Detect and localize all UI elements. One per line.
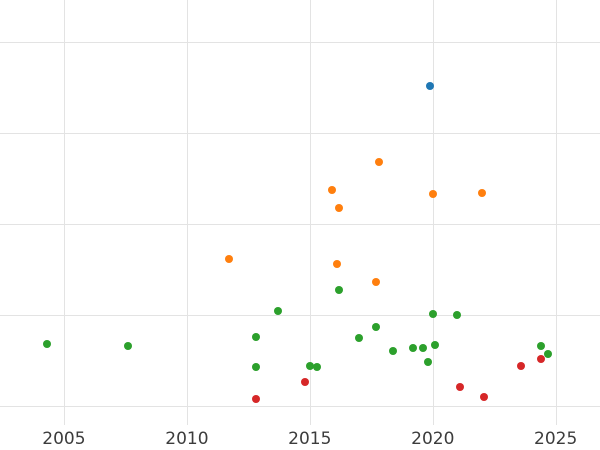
data-point-green <box>273 307 282 316</box>
data-point-green <box>428 310 437 318</box>
data-point-green <box>251 362 260 371</box>
data-point-green <box>431 340 440 349</box>
x-tick-label: 2005 <box>42 429 86 449</box>
data-point-green <box>453 310 462 319</box>
data-point-red <box>455 382 464 391</box>
data-point-orange <box>478 188 486 197</box>
data-point-orange <box>374 158 383 166</box>
data-point-green <box>123 341 132 350</box>
data-point-orange <box>328 186 336 195</box>
x-tick-label: 2015 <box>288 429 332 449</box>
gridline-horizontal <box>0 314 600 316</box>
gridline-horizontal <box>0 405 600 407</box>
data-point-green <box>419 343 427 352</box>
gridline-horizontal <box>0 132 600 134</box>
data-point-green <box>251 332 260 341</box>
data-point-red <box>537 354 545 363</box>
gridline-vertical <box>555 0 557 425</box>
gridline-horizontal <box>0 223 600 225</box>
data-point-green <box>409 343 418 352</box>
gridline-vertical <box>309 0 311 425</box>
data-point-green <box>305 361 314 370</box>
data-point-blue <box>426 81 435 90</box>
data-point-green <box>544 350 553 358</box>
data-point-green <box>389 347 398 356</box>
gridline-vertical <box>432 0 434 425</box>
data-point-green <box>372 322 381 331</box>
data-point-red <box>251 394 260 403</box>
plot-area <box>0 0 600 425</box>
data-point-orange <box>428 189 437 198</box>
gridline-vertical <box>63 0 65 425</box>
data-point-red <box>480 392 489 401</box>
x-tick-label: 2020 <box>411 429 455 449</box>
x-tick-label: 2010 <box>165 429 209 449</box>
data-point-green <box>355 333 363 342</box>
x-tick-label: 2025 <box>534 429 578 449</box>
data-point-green <box>42 340 51 348</box>
data-point-orange <box>372 278 381 287</box>
data-point-green <box>313 362 322 371</box>
data-point-red <box>300 378 309 387</box>
data-point-red <box>517 361 526 370</box>
data-point-orange <box>224 254 233 263</box>
data-point-green <box>423 358 432 367</box>
data-point-green <box>537 341 545 350</box>
data-point-green <box>335 286 344 295</box>
data-point-orange <box>332 259 341 268</box>
gridline-vertical <box>186 0 188 425</box>
x-axis: 2005 2010 2015 2020 2025 <box>0 425 600 450</box>
data-point-orange <box>335 204 344 213</box>
gridline-horizontal <box>0 41 600 43</box>
